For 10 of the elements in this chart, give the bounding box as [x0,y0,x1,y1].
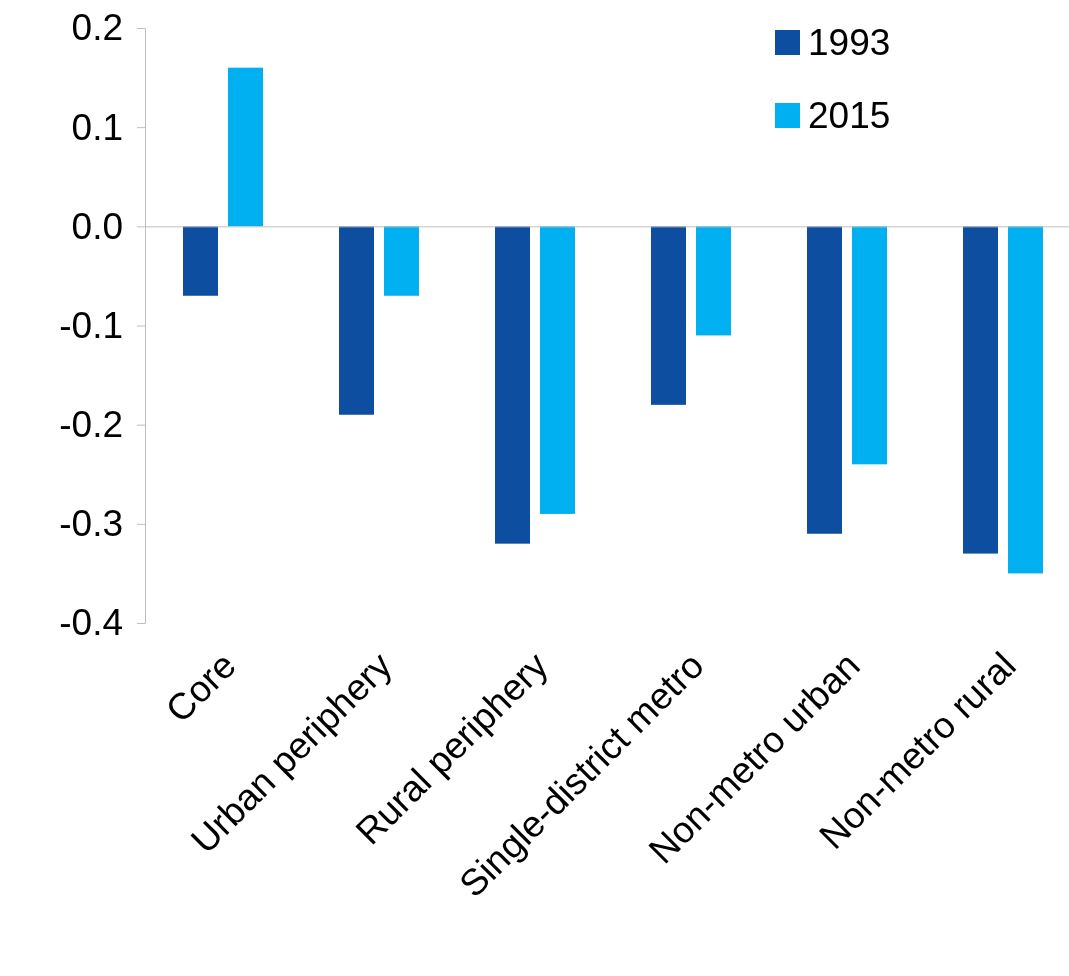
y-tick-label: -0.4 [59,602,123,644]
y-tick-label: 0.2 [71,7,123,49]
y-tick-label: 0.0 [71,205,123,247]
y-tick-label: -0.2 [59,404,123,446]
y-tick-label: 0.1 [71,106,123,148]
y-tick-label: -0.1 [59,304,123,346]
y-tick-label: -0.3 [59,503,123,545]
legend-label: 2015 [808,95,891,136]
legend-label: 1993 [808,22,891,63]
x-tick-label: Core [157,644,244,731]
